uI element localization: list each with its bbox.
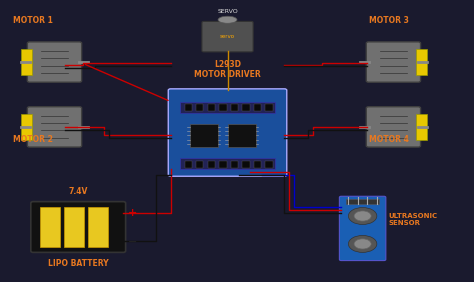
Bar xyxy=(231,104,238,111)
Bar xyxy=(196,161,203,168)
Text: MOTOR 3: MOTOR 3 xyxy=(369,16,409,25)
Bar xyxy=(88,207,108,247)
Bar xyxy=(180,102,275,113)
Bar xyxy=(40,207,60,247)
FancyBboxPatch shape xyxy=(366,42,420,82)
Bar xyxy=(219,161,227,168)
FancyBboxPatch shape xyxy=(339,196,386,261)
Text: 7.4V: 7.4V xyxy=(69,187,88,196)
Bar xyxy=(219,104,227,111)
Text: L293D
MOTOR DRIVER: L293D MOTOR DRIVER xyxy=(194,60,261,79)
Bar xyxy=(242,161,249,168)
Bar xyxy=(190,124,218,147)
FancyBboxPatch shape xyxy=(202,21,253,52)
Ellipse shape xyxy=(218,16,237,23)
Text: SERVO: SERVO xyxy=(217,9,238,14)
Text: LIPO BATTERY: LIPO BATTERY xyxy=(48,259,109,268)
FancyBboxPatch shape xyxy=(27,107,82,147)
Bar xyxy=(416,49,427,76)
Text: ULTRASONIC
SENSOR: ULTRASONIC SENSOR xyxy=(389,213,438,226)
Circle shape xyxy=(354,239,371,249)
Bar xyxy=(185,104,192,111)
FancyBboxPatch shape xyxy=(168,89,287,176)
Bar xyxy=(254,104,261,111)
Text: MOTOR 2: MOTOR 2 xyxy=(13,135,53,144)
Bar xyxy=(208,104,215,111)
FancyBboxPatch shape xyxy=(31,202,126,252)
Text: servo: servo xyxy=(220,34,235,39)
Bar xyxy=(21,49,32,76)
Bar xyxy=(231,161,238,168)
Text: MOTOR 4: MOTOR 4 xyxy=(369,135,409,144)
Circle shape xyxy=(348,235,377,252)
Bar xyxy=(185,161,192,168)
Text: +: + xyxy=(128,208,137,218)
Bar xyxy=(265,104,273,111)
Bar xyxy=(196,104,203,111)
Text: MOTOR 1: MOTOR 1 xyxy=(13,16,53,25)
Text: −: − xyxy=(128,236,137,246)
Bar xyxy=(21,113,32,140)
FancyBboxPatch shape xyxy=(366,107,420,147)
Bar xyxy=(265,161,273,168)
Circle shape xyxy=(354,211,371,221)
Bar xyxy=(180,158,275,169)
Circle shape xyxy=(348,208,377,224)
Bar xyxy=(208,161,215,168)
FancyBboxPatch shape xyxy=(27,42,82,82)
Bar xyxy=(346,199,379,204)
Bar xyxy=(228,124,256,147)
Bar xyxy=(416,113,427,140)
Bar xyxy=(64,207,84,247)
Bar xyxy=(254,161,261,168)
Bar xyxy=(242,104,249,111)
